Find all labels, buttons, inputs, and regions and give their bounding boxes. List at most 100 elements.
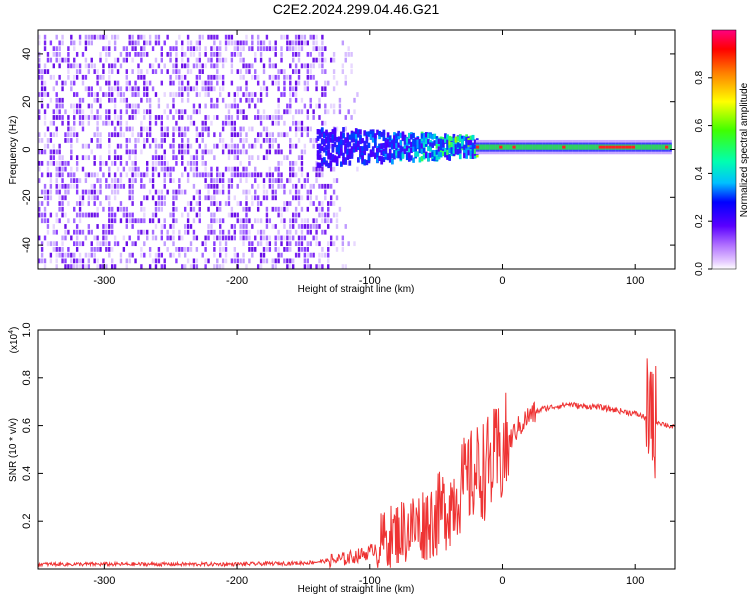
spectrogram-noise-cell (75, 69, 79, 74)
spectrogram-noise-cell (58, 51, 61, 57)
spectrogram-noise-cell (61, 172, 64, 178)
spectrogram-noise-cell (137, 229, 140, 235)
spectrogram-noise-cell (105, 34, 108, 40)
spectrogram-noise-cell (192, 206, 196, 212)
spectrogram-noise-cell (137, 166, 140, 172)
spectrogram-noise-cell (201, 69, 204, 74)
spectrogram-noise-cell (259, 115, 263, 120)
spectrogram-noise-cell (306, 69, 309, 74)
spectrogram-signal-cell (331, 157, 335, 163)
spectrogram-band-inner (558, 144, 563, 150)
spectrogram-noise-cell (113, 172, 117, 178)
spectrogram-noise-cell (93, 201, 96, 206)
spectrogram-noise-cell (294, 63, 298, 69)
spectrogram-noise-cell (131, 115, 134, 120)
spectrogram-noise-cell (160, 57, 164, 63)
spectrogram-noise-cell (183, 206, 187, 212)
spectrogram-noise-cell (242, 74, 245, 80)
spectrogram-noise-cell (256, 74, 260, 80)
spectrogram-signal-cell (354, 131, 358, 137)
spectrogram-noise-cell (108, 183, 111, 189)
spectrogram-noise-cell (108, 252, 111, 258)
spectrogram-band-inner (505, 144, 510, 150)
spectrogram-signal-cell (388, 135, 392, 141)
spectrogram-noise-cell (67, 138, 70, 143)
spectrogram-noise-cell (254, 92, 257, 97)
spectrogram-noise-cell (245, 212, 248, 218)
spectrogram-noise-cell (108, 247, 111, 252)
spectrogram-noise-cell (195, 247, 199, 252)
spectrogram-band-peak (499, 145, 503, 149)
spectrogram-signal-cell (337, 152, 341, 159)
spectrogram-noise-cell (294, 120, 298, 126)
spectrogram-noise-cell (315, 218, 318, 224)
y-tick-label: 20 (21, 96, 33, 108)
spectrogram-noise-cell (38, 212, 41, 218)
spectrogram-noise-cell (280, 178, 283, 183)
spectrogram-noise-cell (227, 212, 231, 218)
spectrogram-noise-cell (116, 132, 120, 138)
spectrogram-signal-cell (323, 133, 326, 139)
spectrogram-noise-cell (254, 178, 257, 183)
spectrogram-noise-cell (143, 138, 146, 143)
spectrogram-noise-cell (52, 149, 55, 155)
spectrogram-signal-cell (410, 147, 413, 153)
spectrogram-noise-cell (195, 132, 199, 138)
spectrogram-noise-cell (143, 143, 146, 149)
spectrogram-noise-cell (248, 155, 251, 161)
spectrogram-noise-cell (178, 109, 181, 115)
spectrogram-signal-cell (354, 139, 358, 145)
spectrogram-noise-cell (254, 138, 257, 143)
spectrogram-noise-cell (242, 115, 245, 120)
spectrogram-noise-cell (292, 69, 295, 74)
spectrogram-noise-cell (207, 195, 210, 201)
spectrogram-noise-cell (195, 138, 199, 143)
spectrogram-noise-cell (131, 166, 134, 172)
spectrogram-noise-cell (40, 86, 44, 92)
spectrogram-noise-cell (99, 189, 102, 195)
spectrogram-noise-cell (143, 172, 146, 178)
spectrogram-noise-cell (207, 206, 210, 212)
spectrogram-noise-cell (78, 178, 82, 183)
spectrogram-noise-cell (248, 97, 251, 103)
spectrogram-signal-cell (318, 133, 322, 139)
spectrogram-noise-cell (40, 149, 44, 155)
spectrogram-noise-cell (157, 34, 161, 40)
spectrogram-noise-cell (84, 115, 88, 120)
spectrogram-noise-cell (239, 149, 242, 155)
spectrogram-noise-cell (166, 160, 169, 166)
spectrogram-noise-cell (38, 166, 41, 172)
spectrogram-noise-cell (99, 143, 102, 149)
spectrogram-noise-cell (259, 97, 263, 103)
spectrogram-noise-cell (43, 189, 47, 195)
spectrogram-noise-cell (128, 212, 131, 218)
spectrogram-noise-cell (256, 132, 260, 138)
spectrogram-noise-cell (239, 138, 242, 143)
spectrogram-noise-cell (268, 115, 272, 120)
spectrogram-noise-cell (122, 166, 126, 172)
spectrogram-noise-cell (251, 97, 254, 103)
spectrogram-noise-cell (46, 143, 50, 149)
spectrogram-noise-cell (169, 252, 172, 258)
spectrogram-noise-cell (154, 40, 158, 46)
spectrogram-noise-cell (186, 86, 190, 92)
spectrogram-noise-cell (207, 126, 210, 132)
spectrogram-noise-cell (294, 97, 298, 103)
spectrogram-noise-cell (242, 206, 245, 212)
spectrogram-noise-cell (181, 160, 184, 166)
spectrogram-noise-cell (87, 40, 91, 46)
spectrogram-band-inner (519, 144, 523, 150)
spectrogram-signal-cell (359, 147, 362, 153)
spectrogram-noise-cell (84, 74, 88, 80)
x-tick-label: -100 (359, 575, 381, 587)
spectrogram-noise-cell (259, 235, 263, 241)
spectrogram-noise-cell (134, 51, 137, 57)
spectrogram-noise-cell (163, 201, 166, 206)
spectrogram-noise-cell (213, 40, 216, 46)
spectrogram-noise-cell (96, 115, 99, 120)
spectrogram-noise-cell (128, 166, 131, 172)
spectrogram-noise-cell (256, 80, 260, 86)
spectrogram-signal-cell (393, 132, 396, 138)
spectrogram-noise-cell (58, 57, 61, 63)
spectrogram-signal-cell (363, 130, 367, 136)
